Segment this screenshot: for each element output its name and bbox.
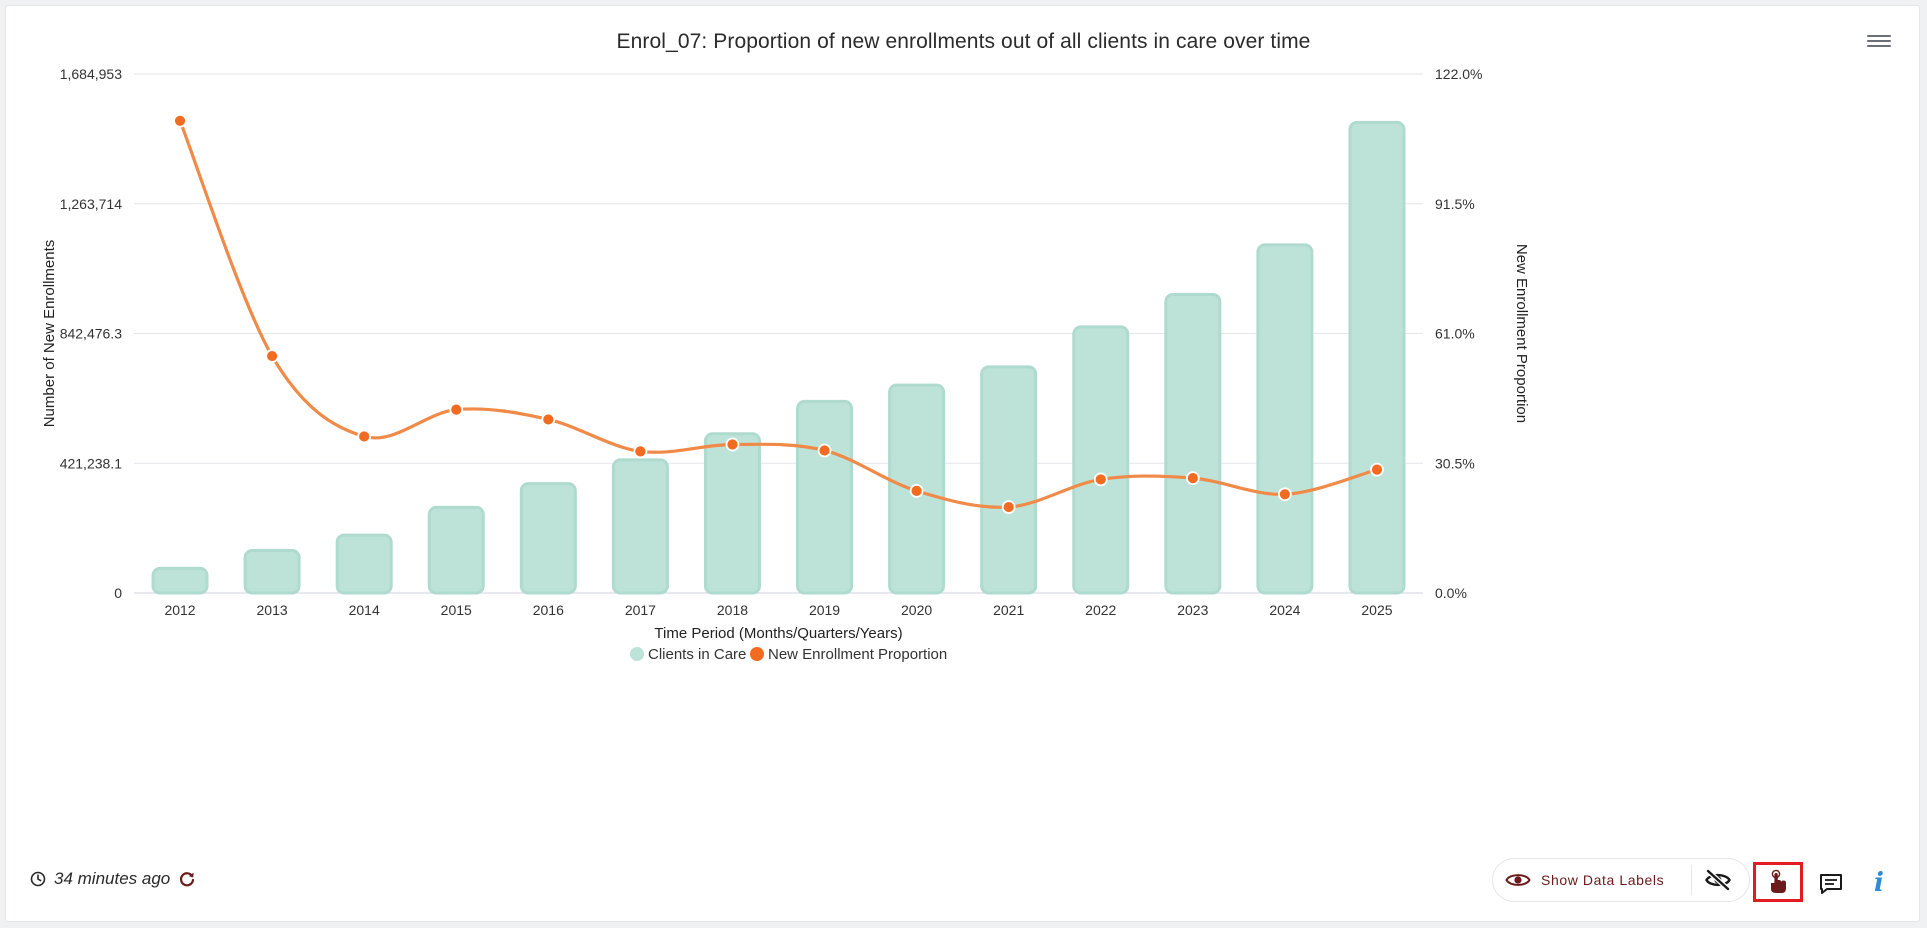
bar-2023 — [1164, 293, 1222, 595]
hamburger-menu-icon[interactable] — [1867, 32, 1891, 52]
bar-2022 — [1072, 325, 1130, 595]
bar-2013 — [243, 548, 301, 595]
show-data-labels-toggle[interactable]: Show Data Labels — [1492, 858, 1750, 902]
bar-2014 — [335, 533, 393, 595]
x-tick-label: 2025 — [1361, 602, 1392, 618]
point-2019 — [817, 443, 832, 458]
last-updated: 34 minutes ago — [30, 869, 196, 889]
point-2025 — [1370, 462, 1384, 477]
x-tick-label: 2024 — [1269, 602, 1300, 618]
x-tick-label: 2016 — [533, 602, 564, 618]
y-right-tick-label: 0.0% — [1435, 585, 1467, 601]
point-2023 — [1185, 471, 1200, 486]
legend-marker-clients-in-care — [630, 647, 644, 661]
updated-text: 34 minutes ago — [54, 869, 171, 888]
point-2017 — [633, 444, 648, 459]
y-left-tick-label: 842,476.3 — [60, 326, 122, 342]
x-tick-label: 2022 — [1085, 602, 1116, 618]
x-axis-title: Time Period (Months/Quarters/Years) — [654, 625, 902, 642]
point-2012 — [173, 113, 187, 128]
legend-label-new-enrollment-proportion: New Enrollment Proportion — [768, 646, 947, 663]
y-left-axis-title: Number of New Enrollments — [41, 240, 58, 428]
y-left-tick-label: 1,684,953 — [60, 66, 122, 82]
chart-title: Enrol_07: Proportion of new enrollments … — [616, 30, 1311, 53]
chart-card: Enrol_07: Proportion of new enrollments … — [5, 5, 1920, 922]
x-tick-label: 2021 — [993, 602, 1024, 618]
show-data-labels-label: Show Data Labels — [1541, 872, 1665, 888]
x-tick-label: 2019 — [809, 602, 840, 618]
bar-2021 — [980, 365, 1038, 595]
y-right-axis-title: New Enrollment Proportion — [1513, 244, 1530, 423]
x-tick-label: 2017 — [625, 602, 656, 618]
point-2018 — [725, 437, 740, 452]
bar-2024 — [1256, 243, 1314, 595]
bar-2012 — [151, 566, 209, 595]
info-icon[interactable]: i — [1874, 868, 1884, 898]
x-tick-label: 2012 — [164, 602, 195, 618]
toggle-divider — [1691, 865, 1692, 895]
point-2013 — [265, 349, 280, 363]
comment-icon[interactable] — [1818, 872, 1844, 896]
x-tick-label: 2018 — [717, 602, 748, 618]
x-tick-label: 2015 — [441, 602, 472, 618]
bar-2016 — [519, 482, 577, 595]
eye-off-icon[interactable] — [1705, 869, 1731, 891]
bar-2015 — [427, 505, 485, 595]
x-tick-label: 2023 — [1177, 602, 1208, 618]
point-2016 — [541, 412, 556, 427]
y-right-tick-label: 30.5% — [1435, 455, 1475, 471]
y-right-tick-label: 61.0% — [1435, 326, 1475, 342]
eye-icon — [1505, 871, 1531, 889]
x-tick-label: 2020 — [901, 602, 932, 618]
clock-icon — [30, 871, 46, 887]
point-2022 — [1093, 472, 1108, 487]
proportion-line — [178, 120, 1378, 509]
point-2015 — [449, 402, 464, 417]
bar-2017 — [611, 458, 669, 595]
legend-marker-new-enrollment-proportion — [750, 647, 764, 661]
y-right-tick-label: 122.0% — [1435, 66, 1482, 82]
bar-2018 — [703, 432, 761, 595]
y-left-tick-label: 0 — [114, 585, 122, 601]
y-left-tick-label: 421,238.1 — [60, 455, 122, 471]
refresh-icon[interactable] — [178, 870, 196, 888]
y-right-tick-label: 91.5% — [1435, 196, 1475, 212]
point-2020 — [909, 484, 924, 498]
combo-chart: 0 0.0% 421,238.1 30.5% 842,476.3 61.0% 1,263,7… — [41, 66, 1530, 663]
point-2021 — [1001, 500, 1016, 514]
point-2024 — [1277, 487, 1292, 502]
point-2014 — [357, 429, 372, 444]
hand-pointer-icon — [1771, 869, 1786, 893]
legend-label-clients-in-care: Clients in Care — [648, 646, 746, 663]
x-tick-label: 2014 — [349, 602, 380, 618]
bar-2019 — [796, 399, 854, 595]
y-left-tick-label: 1,263,714 — [60, 196, 122, 212]
x-tick-label: 2013 — [257, 602, 288, 618]
interact-mode-button[interactable] — [1753, 862, 1803, 902]
bar-2025 — [1348, 120, 1406, 595]
